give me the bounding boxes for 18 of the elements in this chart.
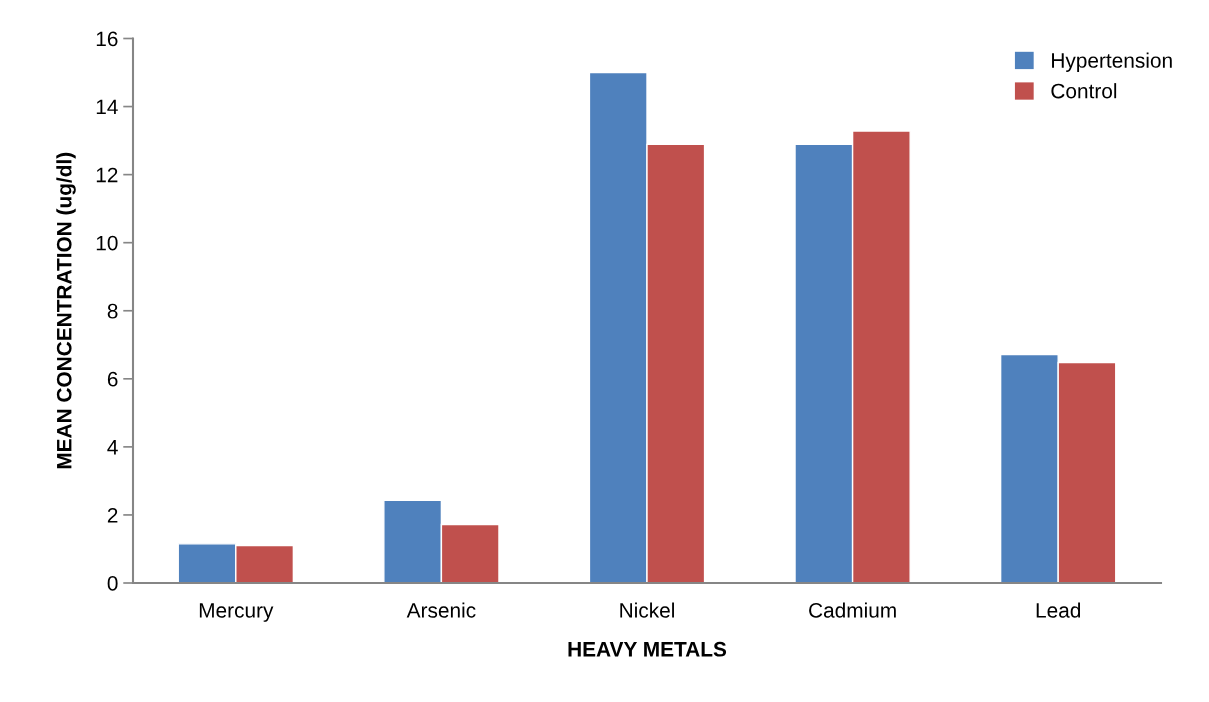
y-tick-label: 12: [96, 167, 118, 183]
x-tick-label: Cadmium: [809, 602, 896, 618]
x-tick-label: Arsenic: [406, 602, 476, 618]
y-tick-label: 4: [107, 440, 118, 455]
y-tick-label: 8: [107, 303, 118, 319]
y-tick-label: 16: [96, 31, 118, 47]
y-tick-label: 6: [107, 371, 118, 387]
x-tick-label: Mercury: [199, 603, 274, 622]
y-axis-title: MEAN CONCENTRATION (ug/dl): [56, 152, 76, 469]
y-tick-label: 2: [107, 507, 118, 523]
y-tick-label: 14: [96, 99, 118, 115]
legend-label: Hypertension: [1052, 52, 1172, 72]
x-tick-label: Nickel: [620, 602, 674, 618]
y-tick-label: 0: [107, 576, 118, 591]
x-tick-label: Lead: [1036, 602, 1081, 618]
legend-label: Control: [1051, 83, 1117, 99]
x-axis-title: HEAVY METALS: [568, 641, 727, 657]
y-tick-label: 10: [96, 235, 118, 251]
